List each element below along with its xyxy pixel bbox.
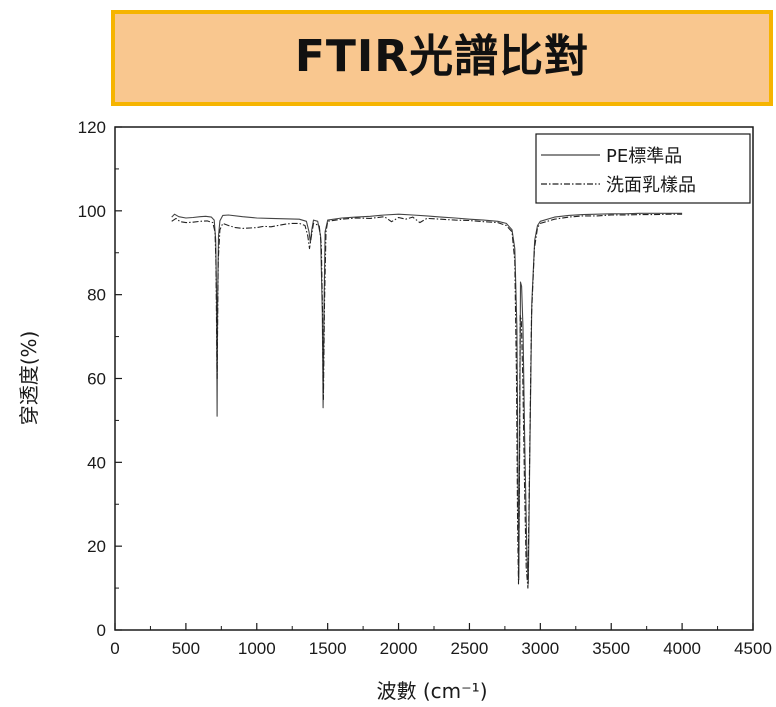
legend-box — [535, 133, 751, 204]
series-line-pe — [171, 212, 683, 585]
y-tick-label: 100 — [78, 202, 106, 221]
x-tick-label: 3000 — [521, 639, 559, 658]
x-axis-ticks: 0 500 1000 1500 2000 2500 3000 3500 4000 4500 — [110, 623, 772, 658]
x-tick-label: 1500 — [309, 639, 347, 658]
x-axis-label: 波數 (cm⁻¹) — [376, 679, 487, 703]
y-axis-label: 穿透度(%) — [17, 331, 41, 426]
y-tick-label: 80 — [87, 286, 106, 305]
y-tick-label: 120 — [78, 118, 106, 137]
x-tick-label: 4000 — [663, 639, 701, 658]
x-tick-label: 4500 — [734, 639, 772, 658]
series-layer — [171, 212, 683, 589]
x-tick-label: 0 — [110, 639, 119, 658]
x-tick-label: 500 — [172, 639, 200, 658]
legend-label-pe: PE標準品 — [606, 146, 682, 167]
legend-label-sample: 洗面乳樣品 — [606, 175, 696, 196]
x-tick-label: 2500 — [451, 639, 489, 658]
y-tick-label: 20 — [87, 537, 106, 556]
series-line-sample — [171, 213, 683, 589]
x-tick-label: 3500 — [592, 639, 630, 658]
title-banner: FTIR光譜比對 — [111, 10, 773, 106]
y-tick-label: 40 — [87, 453, 106, 472]
y-axis-ticks: 0 20 40 60 80 100 120 — [78, 118, 122, 640]
x-tick-label: 1000 — [238, 639, 276, 658]
y-tick-label: 60 — [87, 370, 106, 389]
legend: PE標準品 洗面乳樣品 — [535, 133, 751, 204]
x-tick-label: 2000 — [380, 639, 418, 658]
chart-title: FTIR光譜比對 — [294, 31, 590, 82]
y-tick-label: 0 — [97, 621, 106, 640]
